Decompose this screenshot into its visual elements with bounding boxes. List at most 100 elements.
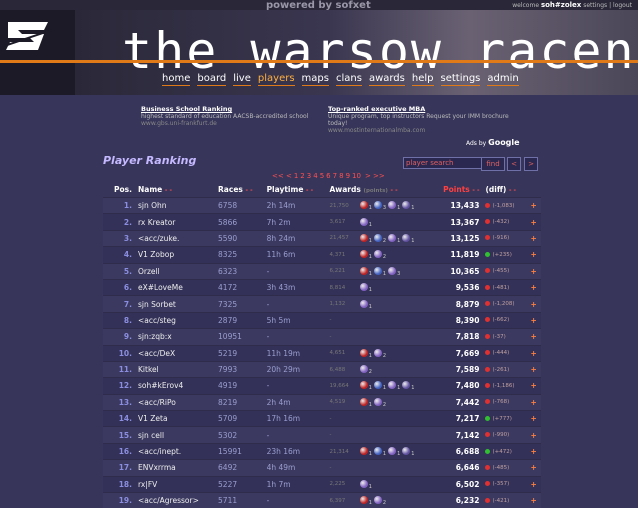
warsow-logo-icon[interactable] bbox=[4, 16, 52, 56]
player-name-link[interactable]: eX#LoveMe bbox=[135, 278, 216, 296]
pager-prev[interactable]: << < bbox=[272, 172, 292, 180]
ad-2-title[interactable]: Top-ranked executive MBA bbox=[328, 105, 426, 113]
expand-plus-button[interactable]: + bbox=[526, 492, 541, 508]
player-name-link[interactable]: <acc/steg bbox=[135, 311, 216, 329]
page-link[interactable]: 7 bbox=[332, 172, 338, 180]
award-medals bbox=[356, 311, 432, 329]
award-medals: 2 bbox=[356, 360, 432, 378]
player-name-link[interactable]: V1 Zobop bbox=[135, 246, 216, 264]
player-name-link[interactable]: Orzell bbox=[135, 262, 216, 280]
sort-arrows[interactable]: - - bbox=[306, 186, 314, 194]
nav-admin[interactable]: admin bbox=[487, 73, 519, 86]
col-points[interactable]: Points - - bbox=[432, 181, 483, 198]
points-diff-value: (-421) bbox=[492, 497, 510, 504]
expand-plus-button[interactable]: + bbox=[526, 360, 541, 378]
col-awards[interactable]: Awards (points) - - bbox=[326, 181, 431, 198]
page-link[interactable]: 2 bbox=[300, 172, 305, 180]
welcome-label: welcome bbox=[512, 2, 540, 9]
expand-plus-button[interactable]: + bbox=[526, 295, 541, 313]
expand-plus-button[interactable]: + bbox=[526, 475, 541, 493]
nav-board[interactable]: board bbox=[197, 73, 227, 86]
ads-by-google[interactable]: Ads by Google bbox=[466, 138, 520, 147]
player-name-link[interactable]: sjn cell bbox=[135, 426, 216, 444]
award-points: 4,371 bbox=[326, 246, 357, 264]
username-link[interactable]: soh#zolex bbox=[540, 1, 582, 9]
ad-2[interactable]: Top-ranked executive MBA Unique program,… bbox=[328, 105, 513, 135]
nav-awards[interactable]: awards bbox=[368, 73, 405, 86]
settings-link[interactable]: settings bbox=[583, 2, 608, 9]
page-link[interactable]: 1 bbox=[293, 172, 299, 180]
expand-plus-button[interactable]: + bbox=[526, 229, 541, 247]
award-count: 1 bbox=[382, 385, 387, 392]
find-button[interactable]: find bbox=[481, 157, 505, 171]
races-count: 6492 bbox=[215, 459, 264, 477]
ad-2-url[interactable]: www.mostinternationalmba.com bbox=[328, 127, 426, 134]
sort-arrows[interactable]: - - bbox=[472, 186, 480, 194]
sort-arrows[interactable]: - - bbox=[390, 186, 398, 194]
player-name-link[interactable]: rx|FV bbox=[135, 475, 216, 493]
expand-plus-button[interactable]: + bbox=[526, 262, 541, 280]
expand-plus-button[interactable]: + bbox=[526, 246, 541, 264]
expand-plus-button[interactable]: + bbox=[526, 393, 541, 411]
expand-plus-button[interactable]: + bbox=[526, 344, 541, 362]
expand-plus-button[interactable]: + bbox=[526, 426, 541, 444]
player-name-link[interactable]: <acc/RiPo bbox=[135, 393, 216, 411]
sort-arrows[interactable]: - - bbox=[164, 186, 172, 194]
nav-players[interactable]: players bbox=[257, 73, 295, 86]
nav-live[interactable]: live bbox=[233, 73, 251, 86]
player-name-link[interactable]: V1 Zeta bbox=[135, 410, 216, 427]
expand-plus-button[interactable]: + bbox=[526, 328, 541, 346]
col-name[interactable]: Name - - bbox=[135, 181, 215, 198]
page-link[interactable]: 9 bbox=[345, 172, 351, 180]
prev-button[interactable]: < bbox=[507, 157, 521, 171]
nav-home[interactable]: home bbox=[162, 73, 191, 86]
page-link[interactable]: 5 bbox=[319, 172, 325, 180]
page-link[interactable]: 4 bbox=[313, 172, 318, 180]
player-name-link[interactable]: sjn:zqb:x bbox=[135, 328, 216, 346]
expand-plus-button[interactable]: + bbox=[526, 410, 541, 427]
points-diff: (-990) bbox=[482, 426, 527, 444]
expand-plus-button[interactable]: + bbox=[526, 311, 541, 329]
award-count: 1 bbox=[368, 254, 372, 261]
points: 7,480 bbox=[431, 377, 483, 395]
page-link[interactable]: 10 bbox=[352, 172, 361, 180]
expand-plus-button[interactable]: + bbox=[526, 377, 541, 395]
col-playtime[interactable]: Playtime - - bbox=[264, 181, 327, 198]
logout-link[interactable]: logout bbox=[613, 2, 632, 9]
ad-1[interactable]: Business School Ranking highest standard… bbox=[141, 105, 316, 128]
expand-plus-button[interactable]: + bbox=[526, 459, 541, 477]
points-diff: (+777) bbox=[482, 410, 527, 427]
page-link[interactable]: 8 bbox=[339, 172, 344, 180]
nav-settings[interactable]: settings bbox=[440, 73, 481, 86]
page-link[interactable]: 6 bbox=[326, 172, 331, 180]
player-name-link[interactable]: soh#kErov4 bbox=[135, 377, 216, 395]
rank-position: 7. bbox=[103, 295, 135, 313]
expand-plus-button[interactable]: + bbox=[526, 442, 541, 460]
pager-next[interactable]: > >> bbox=[364, 172, 385, 180]
nav-help[interactable]: help bbox=[411, 73, 434, 86]
player-name-link[interactable]: <acc/inept. bbox=[135, 442, 216, 460]
page-link[interactable]: 3 bbox=[306, 172, 312, 180]
col-diff[interactable]: (diff) - - bbox=[482, 181, 526, 198]
ad-1-url[interactable]: www.gbs.uni-frankfurt.de bbox=[141, 120, 217, 127]
player-name-link[interactable]: sjn Ohn bbox=[135, 196, 216, 214]
table-row: 18. rx|FV 5227 1h 7m 2,225 1 6,502 (-357) + bbox=[103, 475, 541, 493]
player-name-link[interactable]: <acc/zuke. bbox=[135, 229, 216, 247]
player-name-link[interactable]: sjn Sorbet bbox=[135, 295, 216, 313]
nav-clans[interactable]: clans bbox=[335, 73, 362, 86]
player-name-link[interactable]: <acc/Agressor> bbox=[135, 492, 216, 508]
player-name-link[interactable]: ENVxrrma bbox=[135, 459, 216, 477]
col-races[interactable]: Races - - bbox=[215, 181, 264, 198]
ad-1-title[interactable]: Business School Ranking bbox=[141, 105, 233, 113]
sort-arrows[interactable]: - - bbox=[245, 186, 253, 194]
player-search-input[interactable]: player search bbox=[403, 157, 483, 169]
expand-plus-button[interactable]: + bbox=[526, 278, 541, 296]
player-name-link[interactable]: rx Kreator bbox=[135, 213, 216, 231]
player-name-link[interactable]: <acc/DeX bbox=[135, 344, 216, 362]
player-name-link[interactable]: Kitkel bbox=[135, 360, 216, 378]
expand-plus-button[interactable]: + bbox=[526, 213, 541, 231]
expand-plus-button[interactable]: + bbox=[526, 196, 541, 214]
sort-arrows[interactable]: - - bbox=[508, 186, 517, 194]
nav-maps[interactable]: maps bbox=[301, 73, 329, 86]
next-button[interactable]: > bbox=[524, 157, 538, 171]
